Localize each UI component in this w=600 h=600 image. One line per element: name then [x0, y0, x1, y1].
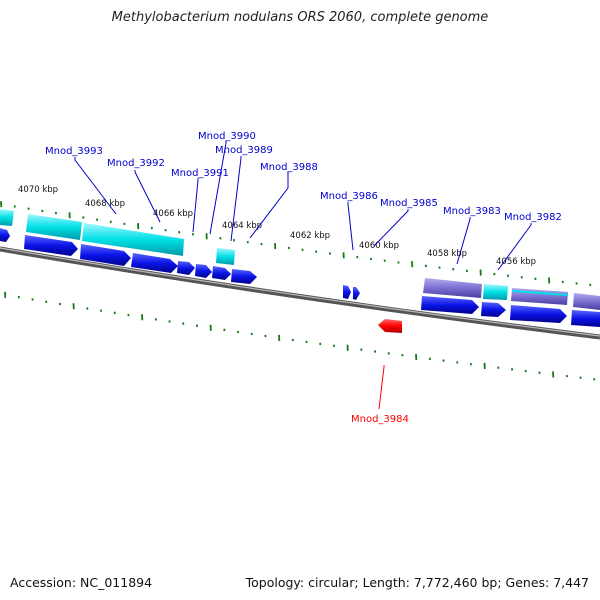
scale-label: 4066 kbp: [153, 209, 193, 219]
gene-label-mnod-3984[interactable]: Mnod_3984: [351, 414, 409, 425]
gene-label-mnod-3991[interactable]: Mnod_3991: [171, 168, 229, 179]
scale-labels: 4070 kbp 4068 kbp 4066 kbp 4064 kbp 4062…: [18, 185, 536, 267]
gene-label-mnod-3985[interactable]: Mnod_3985: [380, 198, 438, 209]
gene-label-mnod-3983[interactable]: Mnod_3983: [443, 206, 501, 217]
cds-track-forward: [0, 228, 600, 327]
gene-label-mnod-3982[interactable]: Mnod_3982: [504, 212, 562, 223]
genome-backbone-highlight: [0, 247, 600, 337]
cds-arrow-reverse-mnod-3984[interactable]: [378, 319, 402, 333]
topology-text: Topology: circular; Length: 7,772,460 bp…: [245, 575, 589, 590]
feature-block[interactable]: [82, 223, 184, 256]
gene-label-mnod-3992[interactable]: Mnod_3992: [107, 158, 165, 169]
inner-scale-ticks: [4, 291, 596, 381]
feature-block[interactable]: [0, 209, 14, 226]
cds-arrow[interactable]: [195, 264, 212, 278]
scale-label: 4062 kbp: [290, 231, 330, 241]
gene-label-mnod-3993[interactable]: Mnod_3993: [45, 146, 103, 157]
scale-label: 4058 kbp: [427, 249, 467, 259]
cds-arrow[interactable]: [0, 228, 10, 242]
feature-block[interactable]: [26, 214, 82, 240]
feature-block: [512, 290, 568, 296]
gene-label-mnod-3986[interactable]: Mnod_3986: [320, 191, 378, 202]
cds-arrow[interactable]: [212, 266, 231, 280]
gene-leader-lines: [74, 141, 532, 410]
cds-arrow[interactable]: [353, 287, 360, 300]
cds-arrow[interactable]: [481, 302, 506, 317]
feature-block[interactable]: [483, 284, 508, 300]
feature-block[interactable]: [216, 248, 235, 265]
scale-label: 4056 kbp: [496, 257, 536, 267]
cds-arrow[interactable]: [24, 235, 78, 256]
outer-scale-ticks: [0, 201, 592, 287]
cds-arrow[interactable]: [421, 296, 479, 314]
cds-arrow[interactable]: [571, 310, 600, 327]
scale-label: 4064 kbp: [222, 221, 262, 231]
cds-arrow[interactable]: [510, 305, 567, 323]
scale-label: 4060 kbp: [359, 241, 399, 251]
cds-arrow[interactable]: [80, 244, 131, 266]
gene-label-mnod-3988[interactable]: Mnod_3988: [260, 162, 318, 173]
gene-label-mnod-3989[interactable]: Mnod_3989: [215, 145, 273, 156]
cds-arrow[interactable]: [131, 253, 178, 273]
genome-backbone: [0, 246, 600, 340]
feature-block[interactable]: [573, 293, 600, 310]
cds-arrow[interactable]: [231, 269, 257, 284]
accession-text: Accession: NC_011894: [10, 575, 153, 590]
cds-arrow[interactable]: [343, 285, 351, 299]
page-title: Methylobacterium nodulans ORS 2060, comp…: [111, 10, 489, 25]
scale-label: 4068 kbp: [85, 199, 125, 209]
gene-labels: Mnod_3993 Mnod_3992 Mnod_3991 Mnod_3990 …: [45, 131, 562, 425]
feature-track-outer: [0, 209, 600, 310]
scale-label: 4070 kbp: [18, 185, 58, 195]
cds-arrow[interactable]: [177, 261, 195, 275]
gene-label-mnod-3990[interactable]: Mnod_3990: [198, 131, 256, 142]
feature-block[interactable]: [423, 278, 482, 298]
